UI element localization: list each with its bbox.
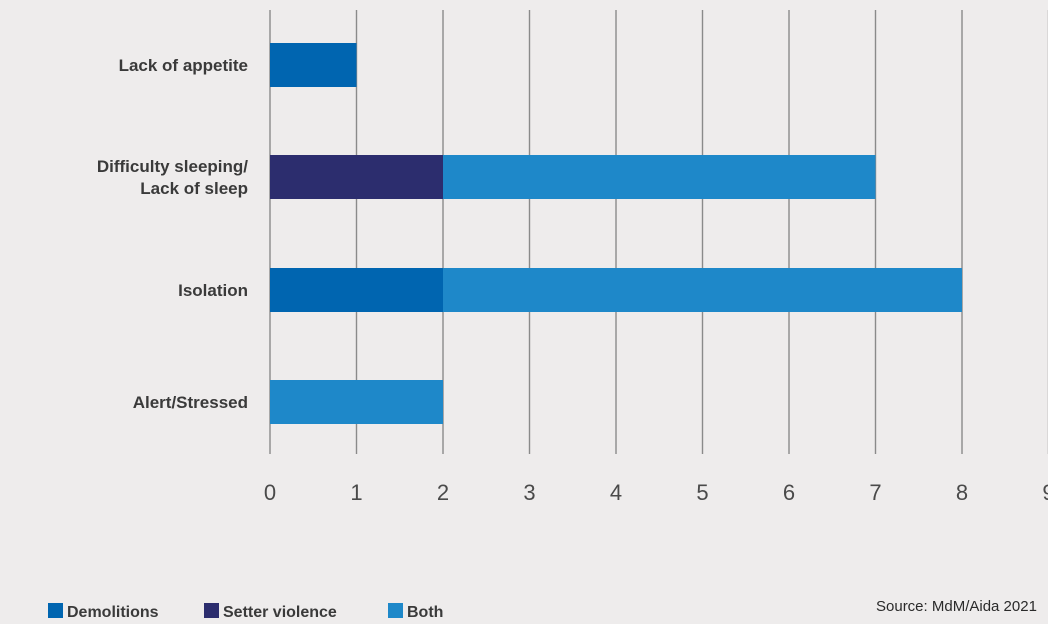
x-tick-label-5: 5 bbox=[696, 480, 708, 505]
category-labels: Lack of appetite Difficulty sleeping/Lack… bbox=[97, 56, 248, 412]
x-tick-label-2: 2 bbox=[437, 480, 449, 505]
x-tick-label-0: 0 bbox=[264, 480, 276, 505]
bars bbox=[270, 43, 962, 424]
bar-3-both bbox=[270, 380, 443, 424]
bar-0-demolitions bbox=[270, 43, 357, 87]
x-tick-label-4: 4 bbox=[610, 480, 622, 505]
legend-label-2: Both bbox=[407, 604, 443, 621]
category-label-2: Isolation bbox=[178, 281, 248, 300]
x-tick-label-3: 3 bbox=[523, 480, 535, 505]
bar-2-both bbox=[443, 268, 962, 312]
legend-swatch-1 bbox=[204, 603, 219, 618]
legend-label-1: Setter violence bbox=[223, 604, 337, 621]
legend-swatch-0 bbox=[48, 603, 63, 618]
x-tick-label-7: 7 bbox=[869, 480, 881, 505]
source-note: Source: MdM/Aida 2021 bbox=[876, 598, 1037, 615]
bar-2-demolitions bbox=[270, 268, 443, 312]
legend-swatch-2 bbox=[388, 603, 403, 618]
category-label-3: Alert/Stressed bbox=[133, 393, 248, 412]
category-label-0: Lack of appetite bbox=[119, 56, 248, 75]
bar-1-both bbox=[443, 155, 876, 199]
x-tick-labels: 0 1 2 3 4 5 6 7 8 9 bbox=[264, 480, 1048, 505]
category-label-1: Difficulty sleeping/Lack of sleep bbox=[97, 157, 248, 198]
legend-label-0: Demolitions bbox=[67, 604, 159, 621]
x-tick-label-8: 8 bbox=[956, 480, 968, 505]
x-tick-label-9: 9 bbox=[1042, 480, 1048, 505]
bar-1-setter-violence bbox=[270, 155, 443, 199]
x-tick-label-6: 6 bbox=[783, 480, 795, 505]
legend: Demolitions Setter violence Both bbox=[48, 603, 443, 621]
x-tick-label-1: 1 bbox=[350, 480, 362, 505]
